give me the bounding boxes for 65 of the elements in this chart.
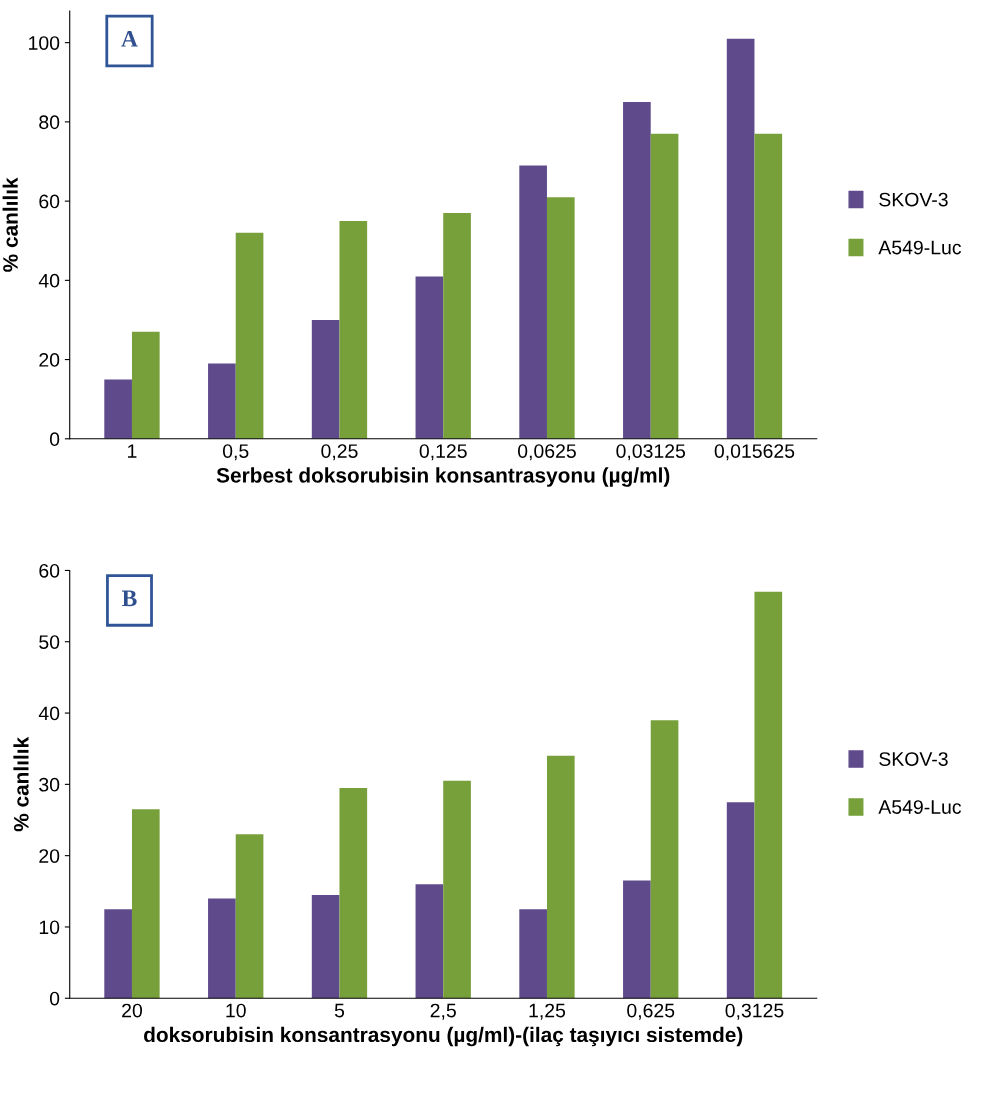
- x-tick-label: 1: [128, 444, 137, 458]
- bar: [131, 331, 160, 439]
- bar: [726, 802, 755, 999]
- legend-label: SKOV-3: [879, 752, 948, 766]
- x-tick-label: 0,03125: [616, 444, 686, 461]
- bar: [754, 133, 783, 439]
- bar: [339, 787, 368, 999]
- bar: [726, 38, 755, 439]
- y-tick-label: 60: [39, 194, 60, 209]
- annotation: A: [121, 31, 138, 47]
- bar: [519, 909, 547, 999]
- x-tick-label: 0,3125: [725, 1003, 784, 1020]
- x-tick-label: 2,5: [430, 1003, 456, 1020]
- bar: [311, 319, 340, 439]
- bar: [104, 909, 132, 999]
- bar: [311, 894, 340, 999]
- bar: [208, 363, 236, 439]
- y-tick-label: 50: [39, 635, 60, 649]
- x-tick-label: 0,125: [419, 444, 467, 461]
- y-axis-title: % canlılık: [13, 736, 29, 832]
- bar: [415, 276, 444, 439]
- y-tick-label: 100: [29, 36, 60, 50]
- y-tick-label: 10: [39, 920, 60, 935]
- bar: [443, 780, 471, 999]
- bar: [623, 102, 651, 439]
- x-tick-label: 5: [334, 1003, 345, 1018]
- x-axis-title: doksorubisin konsantrasyonu (µg/ml)-(ilaç taşıyıcı sistemde): [144, 1026, 743, 1047]
- x-tick-label: 0,015625: [714, 444, 795, 461]
- bar: [623, 880, 651, 999]
- y-tick-label: 60: [39, 563, 60, 578]
- x-tick-label: 20: [122, 1003, 143, 1018]
- y-tick-label: 0: [49, 991, 60, 1006]
- bar: [131, 809, 160, 999]
- y-tick-label: 40: [38, 273, 60, 288]
- legend-label: A549-Luc: [878, 240, 962, 255]
- y-tick-label: 0: [49, 432, 60, 447]
- bar: [443, 213, 471, 439]
- bar: [339, 220, 368, 439]
- bar: [519, 165, 547, 439]
- bar: [235, 232, 264, 439]
- y-tick-label: 20: [39, 353, 60, 367]
- bar: [546, 755, 575, 999]
- legend-label: A549-Luc: [878, 800, 962, 814]
- bar: [650, 133, 679, 439]
- x-tick-label: 10: [226, 1003, 246, 1018]
- y-tick-label: 20: [39, 849, 60, 863]
- y-tick-label: 80: [39, 115, 60, 130]
- x-axis-title: Serbest doksorubisin konsantrasyonu (µg/ml): [216, 467, 670, 487]
- bar: [235, 834, 264, 999]
- bar: [546, 197, 575, 439]
- x-tick-label: 0,625: [627, 1003, 675, 1020]
- bar: [650, 720, 679, 999]
- bar: [208, 898, 236, 999]
- bar: [415, 884, 444, 999]
- x-tick-label: 0,0625: [518, 444, 576, 461]
- y-tick-label: 30: [39, 777, 60, 792]
- bar: [754, 591, 783, 999]
- x-tick-label: 0,5: [222, 444, 249, 461]
- y-axis-title: % canlılık: [2, 177, 18, 272]
- x-tick-label: 1,25: [529, 1003, 566, 1020]
- y-tick-label: 40: [38, 706, 60, 721]
- bar: [104, 379, 132, 439]
- annotation: B: [122, 590, 137, 607]
- legend-label: SKOV-3: [879, 192, 948, 207]
- x-tick-label: 0,25: [321, 444, 358, 461]
